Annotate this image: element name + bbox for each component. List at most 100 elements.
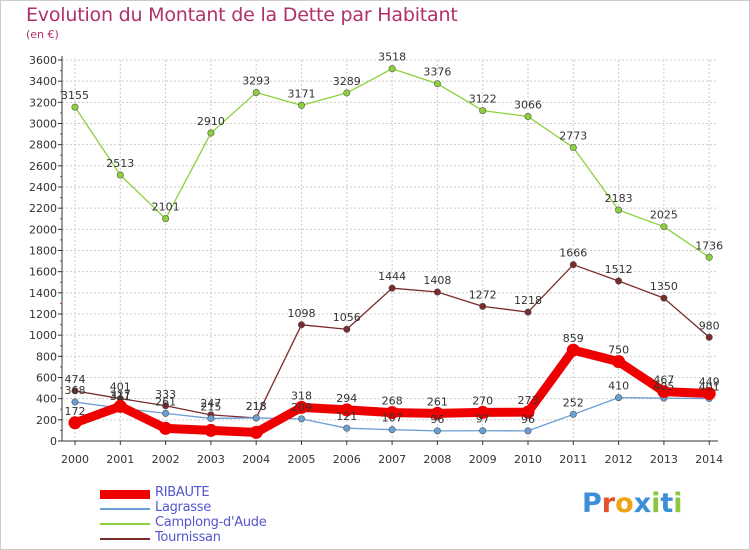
series-3-point-2002 [162, 402, 170, 410]
series-0-point-2001 [113, 399, 127, 413]
series-0-point-2007 [385, 406, 399, 420]
series-2-label-2013: 2025 [650, 209, 678, 222]
series-0-label-2009: 270 [472, 394, 493, 407]
series-1-label-2007: 107 [382, 412, 403, 425]
logo-letter: i [673, 488, 683, 519]
series-1-point-2009 [479, 427, 487, 435]
series-0-label-2005: 318 [291, 389, 312, 402]
series-3-point-2012 [615, 277, 623, 285]
series-1-point-2011 [569, 410, 577, 418]
series-2-point-2003 [207, 129, 215, 137]
series-3-label-2006: 1056 [333, 311, 361, 324]
legend: RIBAUTE Lagrasse Camplong-d'Aude Tournis… [100, 485, 320, 546]
series-0-point-2009 [476, 405, 490, 419]
series-1-label-2012: 410 [608, 380, 629, 393]
x-tick-label-2000: 2000 [61, 453, 89, 466]
series-3-label-2000: 474 [65, 373, 86, 386]
series-2-point-2002 [162, 215, 170, 223]
series-1-label-2013: 405 [653, 380, 674, 393]
chart-title: Evolution du Montant de la Dette par Hab… [26, 4, 458, 26]
series-1-point-2005 [297, 415, 305, 423]
legend-swatch-lagrasse [100, 508, 150, 510]
series-2-point-2011 [569, 144, 577, 152]
series-3-label-2011: 1666 [559, 247, 587, 260]
series-0-point-2010 [521, 405, 535, 419]
logo-letter: r [601, 488, 616, 519]
y-tick-label-3000: 3000 [29, 118, 57, 131]
series-1-point-2010 [524, 427, 532, 435]
y-tick-label-400: 400 [36, 393, 57, 406]
series-3-label-2012: 1512 [605, 263, 633, 276]
series-2-label-2006: 3289 [333, 75, 361, 88]
series-0-point-2013 [657, 385, 671, 399]
series-3-label-2014: 980 [699, 319, 720, 332]
series-3-point-2006 [343, 325, 351, 333]
series-2-label-2007: 3518 [378, 51, 406, 64]
series-0-point-2003 [204, 423, 218, 437]
series-1-point-2003 [207, 414, 215, 422]
series-3-label-2010: 1218 [514, 294, 542, 307]
series-0-label-2001: 327 [110, 388, 131, 401]
series-3-label-2009: 1272 [469, 288, 497, 301]
x-tick-label-2005: 2005 [288, 453, 316, 466]
y-tick-label-1000: 1000 [29, 329, 57, 342]
x-tick-label-2004: 2004 [242, 453, 270, 466]
series-2-point-2008 [433, 80, 441, 88]
y-tick-label-0: 0 [50, 435, 57, 448]
logo-letter: t [660, 488, 674, 519]
y-tick-label-200: 200 [36, 414, 57, 427]
legend-label-tournissan: Tournissan [155, 530, 221, 545]
series-0-label-2007: 268 [382, 395, 403, 408]
x-tick-label-2001: 2001 [106, 453, 134, 466]
y-tick-label-2600: 2600 [29, 160, 57, 173]
y-tick-label-2400: 2400 [29, 181, 57, 194]
legend-label-camplong: Camplong-d'Aude [155, 515, 267, 530]
series-3-label-2004: 218 [246, 400, 267, 413]
series-3-point-2014 [705, 333, 713, 341]
series-0-label-2014: 449 [699, 375, 720, 388]
series-1-label-2011: 252 [563, 396, 584, 409]
legend-label-lagrasse: Lagrasse [155, 500, 211, 515]
series-2-label-2005: 3171 [288, 87, 316, 100]
series-2-label-2014: 1736 [695, 239, 723, 252]
series-3-point-2005 [297, 321, 305, 329]
series-1-point-2007 [388, 426, 396, 434]
x-tick-label-2007: 2007 [378, 453, 406, 466]
logo-letter: x [633, 488, 652, 519]
series-0-point-2014 [702, 386, 716, 400]
series-2-label-2000: 3155 [61, 89, 89, 102]
proxiti-logo: Proxiti [582, 488, 683, 519]
x-tick-label-2002: 2002 [152, 453, 180, 466]
series-1-point-2002 [162, 409, 170, 417]
y-tick-label-2800: 2800 [29, 139, 57, 152]
legend-label-ribaute: RIBAUTE [155, 485, 210, 500]
series-3-label-2007: 1444 [378, 270, 406, 283]
series-1-point-2012 [615, 394, 623, 402]
series-3-label-2001: 401 [110, 381, 131, 394]
series-0-label-2006: 294 [336, 392, 357, 405]
series-1-point-2006 [343, 424, 351, 432]
series-2-label-2003: 2910 [197, 115, 225, 128]
series-2-label-2012: 2183 [605, 192, 633, 205]
x-tick-label-2003: 2003 [197, 453, 225, 466]
series-0-label-2010: 273 [518, 394, 539, 407]
series-3-point-2009 [479, 302, 487, 310]
series-2-point-2001 [116, 171, 124, 179]
series-2-label-2011: 2773 [559, 130, 587, 143]
logo-letter: P [582, 488, 602, 519]
series-1-label-2014: 401 [699, 381, 720, 394]
series-0-point-2004 [249, 425, 263, 439]
series-3-label-2013: 1350 [650, 280, 678, 293]
series-2-label-2002: 2101 [152, 201, 180, 214]
series-2-point-2013 [660, 223, 668, 231]
y-tick-label-1600: 1600 [29, 266, 57, 279]
series-0-point-2006 [340, 403, 354, 417]
series-1-label-2000: 368 [65, 384, 86, 397]
series-2-point-2007 [388, 65, 396, 73]
y-tick-label-3400: 3400 [29, 75, 57, 88]
y-tick-label-600: 600 [36, 372, 57, 385]
series-0-point-2012 [612, 355, 626, 369]
series-3-label-2008: 1408 [423, 274, 451, 287]
